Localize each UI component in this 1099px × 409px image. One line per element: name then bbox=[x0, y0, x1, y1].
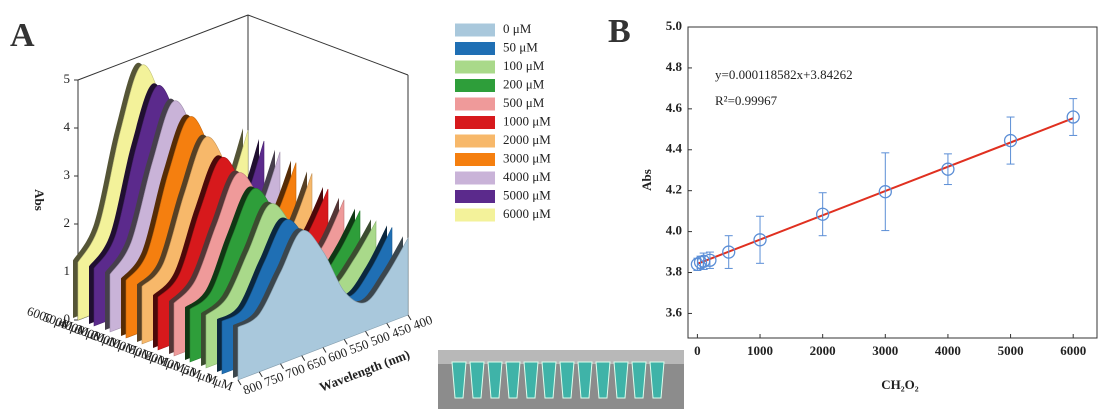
x-tick-label: 550 bbox=[347, 336, 370, 357]
y-tick-label: 5 bbox=[64, 71, 71, 86]
x-tick bbox=[280, 363, 284, 370]
legend-swatch bbox=[455, 23, 495, 37]
legend-swatch bbox=[455, 208, 495, 222]
x-tick-label: 800 bbox=[241, 377, 264, 398]
x-tick-label: 3000 bbox=[872, 343, 898, 358]
x-tick bbox=[258, 371, 263, 378]
y-tick-label: 4.0 bbox=[666, 223, 682, 238]
y-tick-label: 3 bbox=[64, 167, 71, 182]
point bbox=[941, 162, 955, 176]
x-tick bbox=[365, 330, 369, 337]
y-tick-label: 5.0 bbox=[666, 18, 682, 33]
photo bbox=[438, 350, 684, 409]
legend-swatch bbox=[455, 171, 495, 185]
point bbox=[816, 207, 830, 221]
panel-label: A bbox=[10, 17, 35, 54]
x-tick-label: 2000 bbox=[810, 343, 836, 358]
y-tick-label: 4 bbox=[64, 119, 71, 134]
legend-label: 6000 μM bbox=[503, 206, 551, 221]
x-tick bbox=[407, 314, 412, 321]
x-tick-label: 5000 bbox=[998, 343, 1024, 358]
y-tick-label: 4.2 bbox=[666, 182, 682, 197]
y-tick-label: 3.8 bbox=[666, 264, 683, 279]
legend-label: 2000 μM bbox=[503, 132, 551, 147]
x-tick bbox=[343, 339, 348, 345]
x-tick-label: 600 bbox=[326, 344, 349, 365]
x-tick bbox=[322, 347, 327, 353]
point bbox=[753, 233, 767, 247]
x-tick-label: 6000 bbox=[1060, 343, 1086, 358]
x-tick-label: 700 bbox=[283, 361, 306, 382]
annotation: y=0.000118582x+3.84262 bbox=[715, 67, 853, 82]
x-axis-title: CH₂O₂ bbox=[881, 377, 919, 392]
x-tick-label: 450 bbox=[390, 320, 413, 341]
point bbox=[1003, 133, 1018, 148]
y-tick-label: 4.8 bbox=[666, 59, 683, 74]
panel-label: B bbox=[608, 13, 631, 50]
ribbon bbox=[237, 229, 409, 381]
y-tick-label: 3.6 bbox=[666, 304, 683, 319]
legend-label: 0 μM bbox=[503, 21, 532, 36]
series-tick-label: 0 μM bbox=[203, 370, 235, 394]
tubes bbox=[451, 361, 665, 399]
x-tick-label: 750 bbox=[262, 369, 285, 390]
y-axis-title: Abs bbox=[639, 169, 654, 191]
legend-label: 100 μM bbox=[503, 58, 545, 73]
x-tick bbox=[301, 355, 306, 361]
y-tick-label: 1 bbox=[64, 263, 71, 278]
legend-swatch bbox=[455, 190, 495, 203]
legend-label: 50 μM bbox=[503, 39, 538, 54]
legend-label: 500 μM bbox=[503, 95, 545, 110]
photo-bg bbox=[438, 350, 684, 364]
box-edge bbox=[77, 14, 249, 81]
legend-swatch bbox=[455, 42, 495, 55]
legend-label: 5000 μM bbox=[503, 187, 551, 202]
point bbox=[703, 253, 717, 267]
y-axis-title: Abs bbox=[32, 189, 47, 211]
legend-label: 200 μM bbox=[503, 76, 545, 91]
legend-swatch bbox=[455, 60, 495, 74]
annotation: R²=0.99967 bbox=[715, 93, 778, 108]
x-tick bbox=[237, 379, 242, 386]
plot-frame bbox=[687, 26, 1098, 339]
x-tick-label: 0 bbox=[694, 343, 701, 358]
x-tick-label: 500 bbox=[368, 328, 391, 349]
y-tick-label: 2 bbox=[64, 215, 71, 230]
legend-swatch bbox=[455, 79, 495, 92]
legend-swatch bbox=[455, 134, 495, 148]
legend-label: 4000 μM bbox=[503, 169, 551, 184]
x-tick-label: 650 bbox=[305, 352, 328, 373]
box-edge bbox=[247, 14, 409, 76]
legend-label: 1000 μM bbox=[503, 113, 551, 128]
point bbox=[878, 185, 892, 199]
point bbox=[1066, 110, 1080, 124]
y-tick-label: 4.4 bbox=[666, 141, 683, 156]
legend-label: 3000 μM bbox=[503, 150, 551, 165]
x-tick-label: 400 bbox=[411, 312, 434, 333]
x-tick-label: 1000 bbox=[747, 343, 773, 358]
y-tick-label: 0 bbox=[64, 311, 71, 326]
x-tick-label: 4000 bbox=[935, 343, 961, 358]
y-tick-label: 4.6 bbox=[666, 100, 683, 115]
x-tick bbox=[386, 322, 391, 329]
legend-swatch bbox=[455, 116, 495, 129]
point bbox=[722, 245, 736, 259]
legend-swatch bbox=[455, 153, 495, 166]
legend-swatch bbox=[455, 97, 495, 111]
